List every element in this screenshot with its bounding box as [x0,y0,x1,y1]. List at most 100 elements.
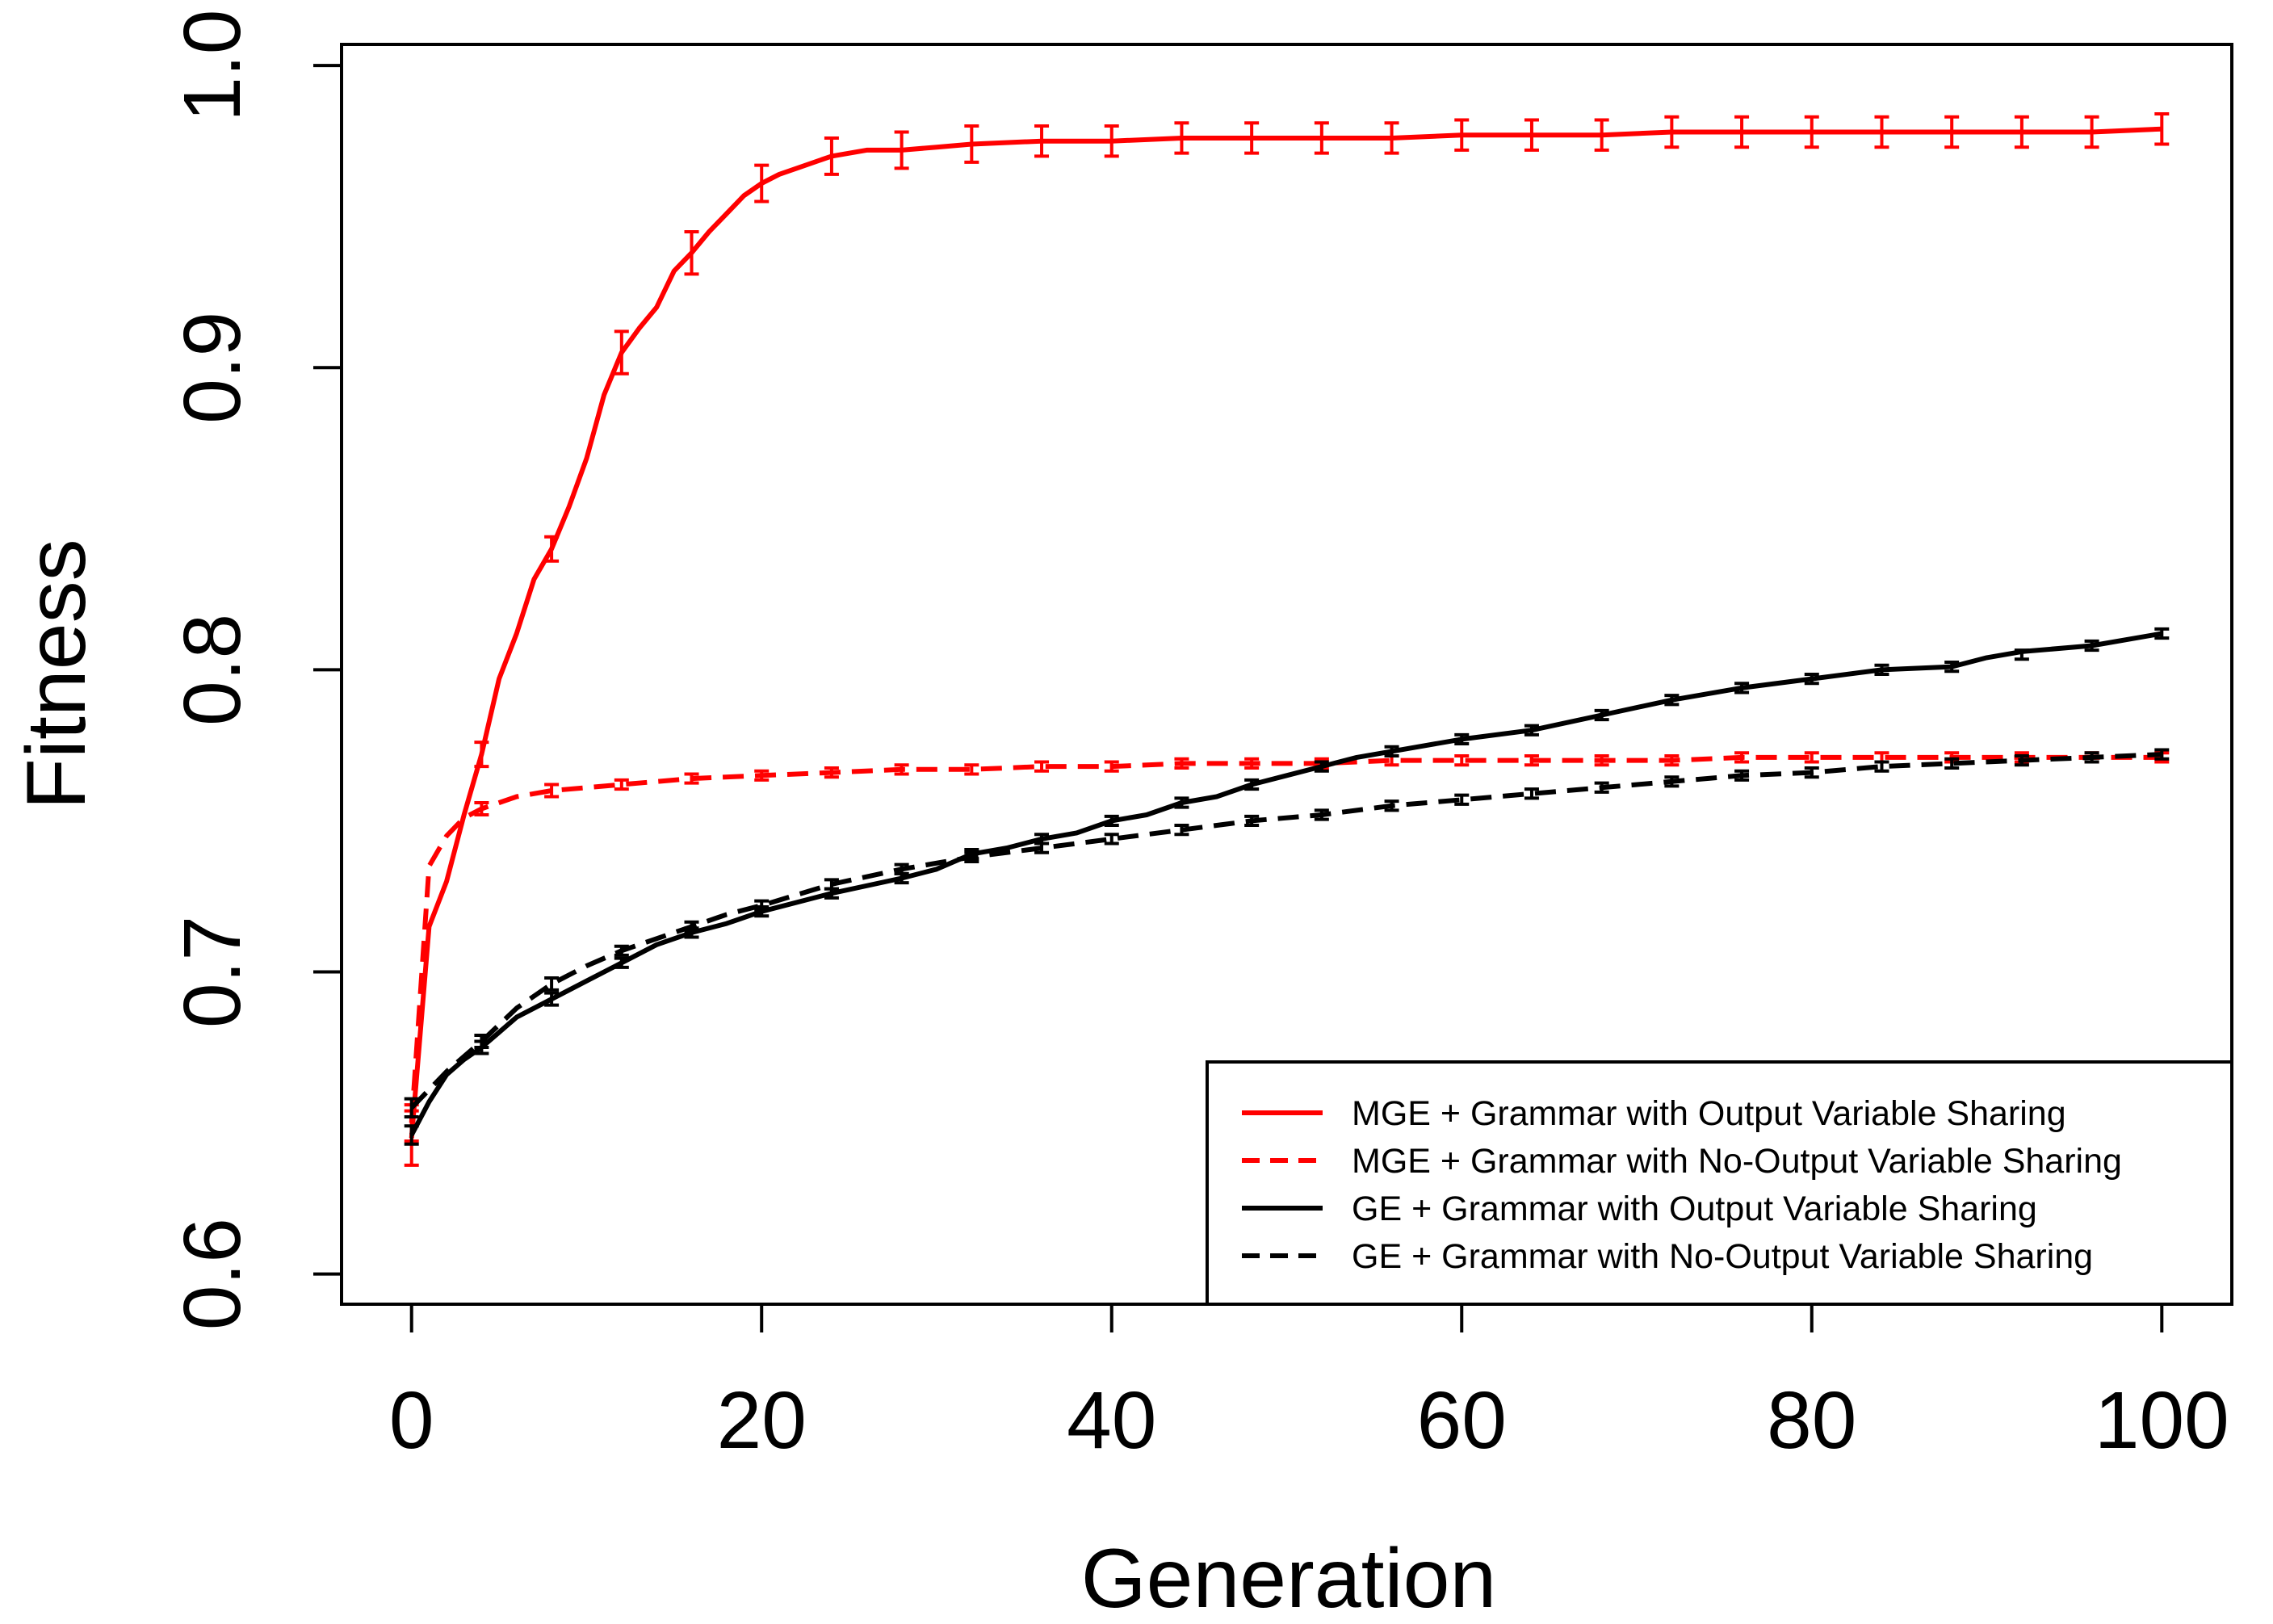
error-bar [684,920,699,933]
error-bar [1454,754,1470,767]
legend-label: MGE + Grammar with No-Output Variable Sh… [1352,1142,2122,1181]
error-bar [1034,124,1050,158]
error-bar [474,800,489,816]
error-bar [1314,760,1329,773]
error-bar [684,772,699,785]
error-bar [1454,793,1470,806]
y-tick-label: 0.9 [167,312,258,424]
error-bar [684,229,699,276]
error-bar [2154,627,2170,640]
error-bar [1594,781,1609,794]
series-line [409,754,2162,1123]
error-bar [614,329,629,376]
error-bar [1104,833,1119,846]
error-bar [964,763,979,776]
error-bar [1104,760,1119,773]
legend-entry: GE + Grammar with Output Variable Sharin… [1242,1190,2037,1228]
legend: MGE + Grammar with Output Variable Shari… [1206,1060,2233,1306]
error-bar [1244,757,1260,770]
error-bar [614,944,629,957]
error-bar [1664,694,1680,707]
error-bar [614,778,629,791]
error-bar [1314,121,1329,155]
error-bar [1874,663,1889,676]
error-bar [2084,115,2099,149]
legend-label: MGE + Grammar with Output Variable Shari… [1352,1094,2066,1133]
error-bar [1664,775,1680,788]
error-bar [474,1034,489,1050]
error-bar [754,769,770,782]
x-tick-label: 80 [1767,1375,1856,1466]
error-bar [1804,673,1819,686]
error-bar [1594,708,1609,722]
error-bar [1524,724,1539,736]
error-bar [2014,754,2029,767]
series-line [409,631,2162,1136]
error-bar [964,850,979,863]
error-bar [1384,745,1399,758]
legend-entry: GE + Grammar with No-Output Variable Sha… [1242,1237,2093,1276]
error-bar [1804,766,1819,779]
y-tick-label: 1.0 [167,10,258,122]
legend-entry: MGE + Grammar with Output Variable Shari… [1242,1094,2066,1133]
error-bar [2154,748,2170,761]
error-bar [1384,799,1399,812]
y-tick-label: 0.6 [167,1218,258,1330]
error-bar [1734,751,1750,764]
error-bar [754,163,770,204]
x-tick-label: 100 [2095,1375,2229,1466]
legend-entry: MGE + Grammar with No-Output Variable Sh… [1242,1142,2122,1181]
error-bar [1944,661,1960,674]
error-bar [614,956,629,969]
error-bar [1524,787,1539,800]
error-bar [1594,118,1609,152]
error-bar [1874,115,1889,149]
error-bar [1944,115,1960,149]
error-bar [404,1124,419,1146]
series-1 [404,112,2170,1167]
error-bar [1034,841,1050,854]
x-tick-label: 20 [717,1375,807,1466]
error-bar [544,991,560,1007]
error-bar [1734,769,1750,782]
error-bar [2084,751,2099,764]
legend-label: GE + Grammar with No-Output Variable Sha… [1352,1237,2093,1276]
error-bar [1524,118,1539,152]
y-axis-label: Fitness [10,539,103,809]
series-layer [404,112,2170,1167]
error-bar [1244,121,1260,155]
error-bar [1734,115,1750,149]
error-bar [2154,112,2170,146]
error-bar [824,766,839,779]
error-bar [2014,115,2029,149]
error-bar [894,763,909,776]
error-bar [1314,808,1329,821]
error-bar [1104,814,1119,828]
error-bar [1384,121,1399,155]
y-tick-label: 0.8 [167,614,258,726]
legend-box [1206,1060,2233,1306]
error-bar [1664,115,1680,149]
error-bar [1524,754,1539,767]
error-bar [1034,760,1050,773]
x-tick-label: 40 [1067,1375,1156,1466]
legend-label: GE + Grammar with Output Variable Sharin… [1352,1190,2037,1228]
error-bar [1454,732,1470,746]
x-tick-label: 0 [389,1375,434,1466]
error-bar [1104,124,1119,158]
error-bar [544,976,560,992]
error-bar [894,862,909,875]
series-line [409,126,2162,1139]
error-bar [1664,754,1680,767]
y-tick-label: 0.7 [167,916,258,1028]
error-bar [474,741,489,769]
error-bar [544,783,560,799]
error-bar [1874,760,1889,773]
error-bar [1804,115,1819,149]
error-bar [964,124,979,164]
error-bar [1174,121,1189,155]
error-bar [824,136,839,176]
error-bar [1174,824,1189,837]
